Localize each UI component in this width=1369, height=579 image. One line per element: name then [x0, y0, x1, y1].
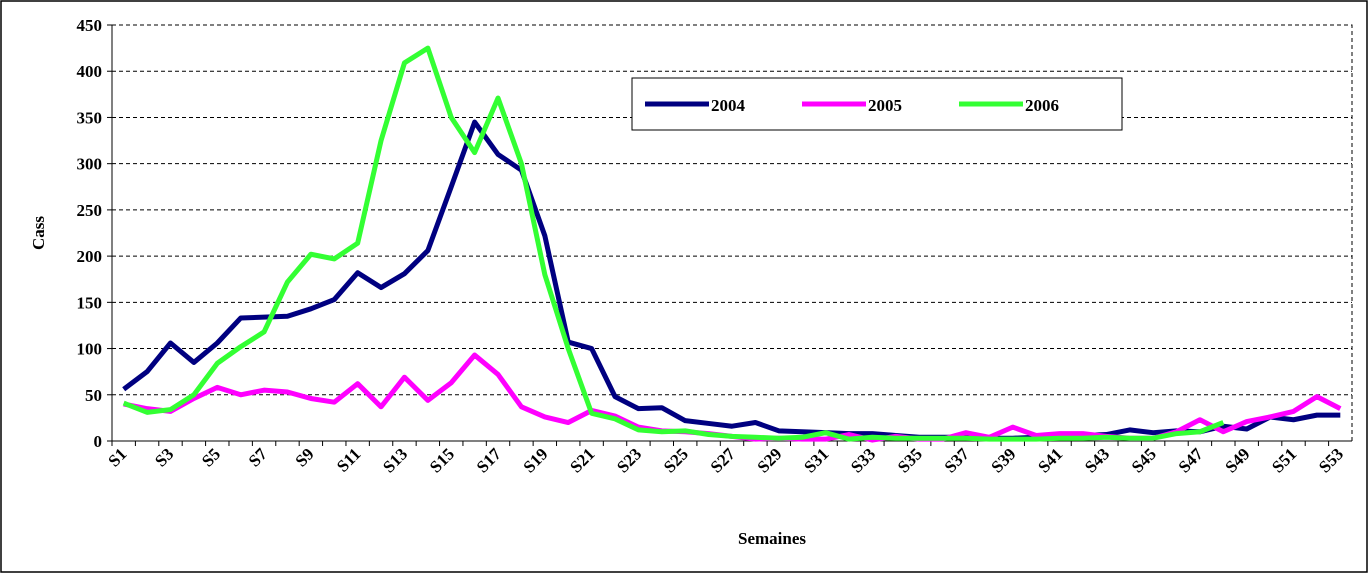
y-tick-label: 150	[77, 293, 103, 312]
legend-box	[631, 77, 1123, 131]
y-tick-label: 200	[77, 247, 103, 266]
legend-label: 2004	[711, 96, 746, 115]
legend-label: 2006	[1025, 96, 1059, 115]
y-tick-label: 100	[77, 340, 103, 359]
x-axis-title: Semaines	[738, 529, 806, 548]
legend: 2004 2005 2006	[631, 77, 1123, 131]
y-tick-label: 250	[77, 201, 103, 220]
y-tick-label: 450	[77, 16, 103, 35]
series-line	[122, 45, 1225, 442]
y-tick-label: 400	[77, 62, 103, 81]
legend-label: 2005	[868, 96, 902, 115]
y-axis-title: Cass	[29, 216, 48, 250]
y-tick-label: 300	[77, 155, 103, 174]
y-tick-label: 50	[85, 386, 102, 405]
y-tick-label: 350	[77, 108, 103, 127]
y-tick-label: 0	[94, 432, 103, 451]
series-line	[122, 119, 1341, 441]
